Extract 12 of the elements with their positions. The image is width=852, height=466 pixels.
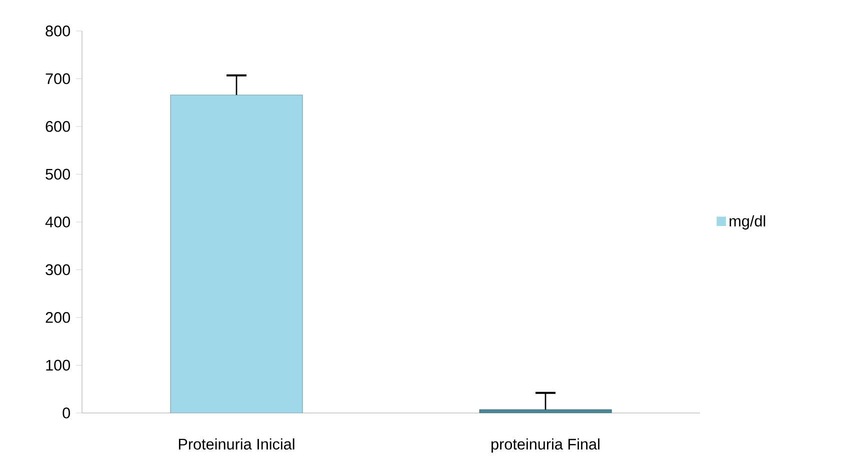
y-tick-label: 0 <box>62 408 70 418</box>
y-tick-label: 400 <box>45 216 70 228</box>
y-tick-label: 200 <box>46 312 70 323</box>
y-tick-label: 300 <box>46 264 70 276</box>
y-tick-label: 600 <box>46 121 70 132</box>
x-tick-label: Proteinuria Inicial <box>178 438 294 450</box>
y-tick-label: 700 <box>46 73 70 84</box>
legend-label: mg/dl <box>730 215 766 230</box>
x-tick-label: proteinuria Final <box>492 438 600 453</box>
y-tick-label: 500 <box>46 168 70 180</box>
y-tick-label: 800 <box>46 26 70 36</box>
y-tick-label: 100 <box>46 360 70 371</box>
